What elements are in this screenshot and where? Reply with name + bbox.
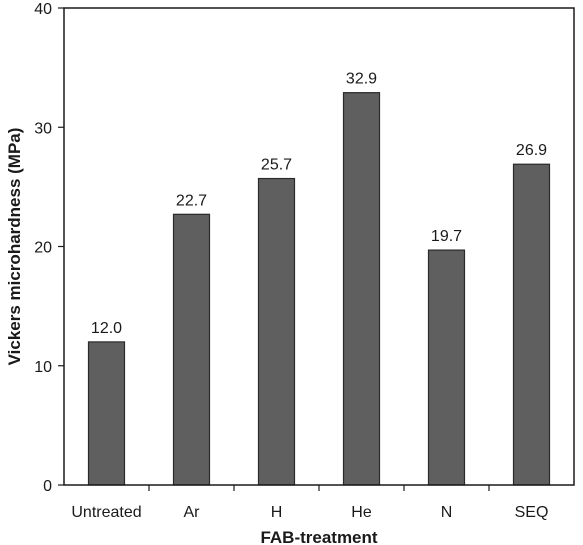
y-tick-label: 10 bbox=[34, 359, 52, 376]
x-tick-label: H bbox=[271, 504, 283, 521]
y-ticks-group: 0 10 20 30 40 bbox=[34, 1, 64, 495]
bar-seq bbox=[512, 163, 551, 486]
data-label-h: 25.7 bbox=[261, 157, 292, 174]
data-label-seq: 26.9 bbox=[516, 142, 547, 159]
x-ticks-group: Untreated Ar H He N SEQ bbox=[71, 485, 548, 521]
y-tick-label: 30 bbox=[34, 120, 52, 137]
data-label-he: 32.9 bbox=[346, 71, 377, 88]
x-tick-label: SEQ bbox=[515, 504, 549, 521]
y-tick-label: 40 bbox=[34, 1, 52, 18]
data-label-untreated: 12.0 bbox=[91, 320, 122, 337]
y-tick-label: 0 bbox=[43, 478, 52, 495]
x-tick-label: He bbox=[351, 504, 372, 521]
bar-untreated bbox=[87, 341, 126, 486]
bar-he bbox=[342, 92, 381, 486]
axes-group bbox=[63, 7, 575, 486]
bar-ar bbox=[172, 213, 211, 486]
x-tick-label: Ar bbox=[184, 504, 201, 521]
y-axis-title: Vickers microhardness (MPa) bbox=[5, 128, 24, 366]
bar-h bbox=[257, 177, 296, 486]
data-label-n: 19.7 bbox=[431, 228, 462, 245]
x-axis-title: FAB-treatment bbox=[260, 528, 377, 545]
data-label-ar: 22.7 bbox=[176, 192, 207, 209]
data-labels-group: 12.0 22.7 25.7 32.9 19.7 26.9 bbox=[91, 71, 547, 337]
x-tick-label: Untreated bbox=[71, 504, 141, 521]
bars-group bbox=[87, 92, 551, 486]
plot-frame bbox=[63, 7, 575, 486]
x-tick-label: N bbox=[441, 504, 453, 521]
y-tick-label: 20 bbox=[34, 240, 52, 257]
bar-n bbox=[427, 249, 466, 486]
